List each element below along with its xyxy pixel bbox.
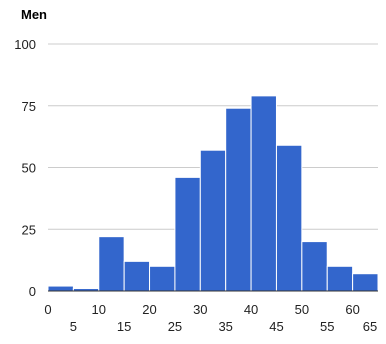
y-tick-label: 0: [29, 284, 36, 299]
y-tick-label: 50: [22, 161, 36, 176]
x-tick-label: 55: [320, 319, 334, 334]
histogram-bar-35-40[interactable]: [225, 107, 252, 292]
x-tick-label: 35: [218, 319, 232, 334]
histogram-bar-30-35[interactable]: [199, 149, 227, 292]
histogram-bar-20-25[interactable]: [149, 265, 176, 292]
x-tick-label: 30: [193, 302, 207, 317]
histogram-bar-0-5[interactable]: [47, 285, 74, 292]
histogram-bar-25-30[interactable]: [174, 176, 201, 292]
x-tick-label: 65: [363, 319, 377, 334]
histogram-bar-60-65[interactable]: [352, 273, 379, 292]
x-axis-ticks: 0 10 20 30 40 50 60 5 15 25 35 45 55 65: [44, 302, 377, 334]
histogram-bar-15-20[interactable]: [123, 260, 151, 292]
x-tick-label: 25: [168, 319, 182, 334]
histogram-bar-50-55[interactable]: [301, 241, 328, 292]
chart-title: Men: [21, 7, 47, 22]
y-tick-label: 25: [22, 222, 36, 237]
histogram-bar-55-60[interactable]: [326, 265, 354, 292]
bars: [47, 95, 379, 292]
x-tick-label: 50: [295, 302, 309, 317]
x-tick-label: 40: [244, 302, 258, 317]
y-tick-label: 100: [14, 37, 36, 52]
x-tick-label: 0: [44, 302, 51, 317]
y-tick-label: 75: [22, 99, 36, 114]
x-tick-label: 20: [142, 302, 156, 317]
x-tick-label: 60: [345, 302, 359, 317]
x-tick-label: 10: [92, 302, 106, 317]
y-axis-ticks: 0 25 50 75 100: [14, 37, 36, 299]
x-tick-label: 45: [269, 319, 283, 334]
histogram-bar-40-45[interactable]: [250, 95, 277, 292]
x-tick-label: 5: [70, 319, 77, 334]
x-tick-label: 15: [117, 319, 131, 334]
histogram-bar-45-50[interactable]: [275, 144, 303, 292]
histogram-bar-10-15[interactable]: [98, 236, 125, 292]
